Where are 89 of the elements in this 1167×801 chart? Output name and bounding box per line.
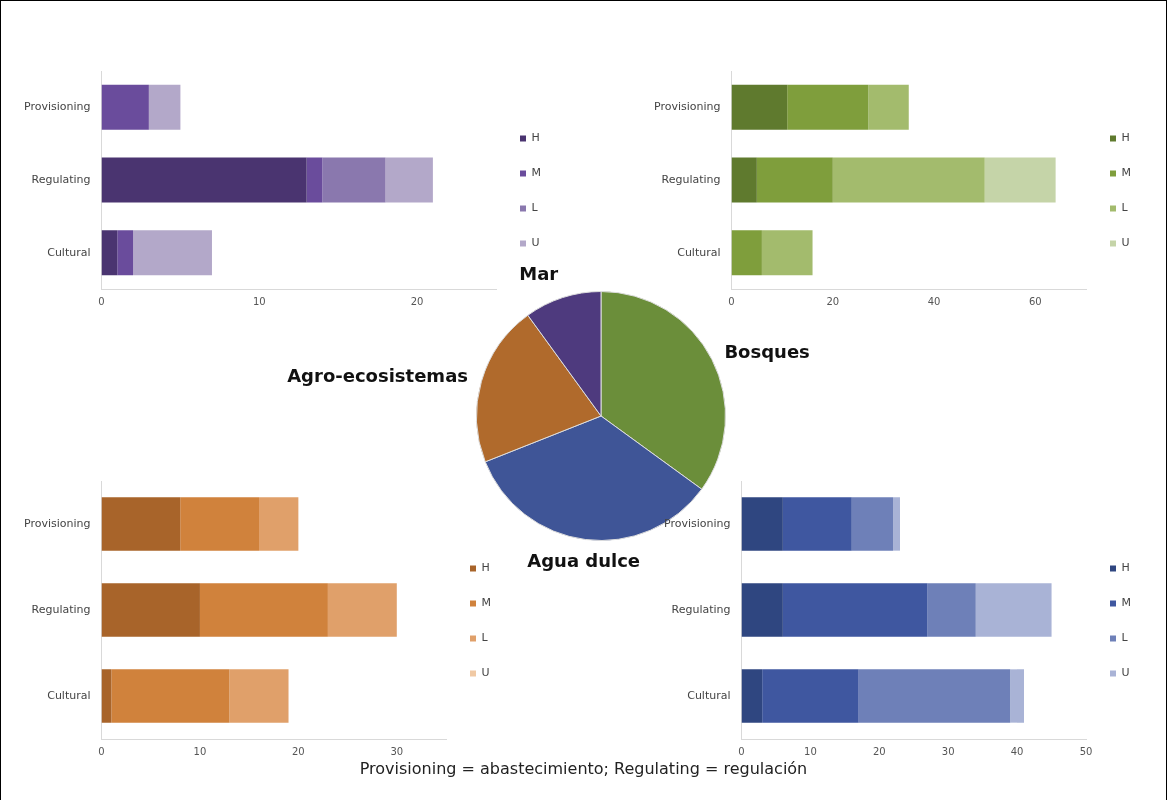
bar	[893, 497, 900, 551]
bar	[741, 669, 763, 723]
x-tick-label: 0	[738, 745, 745, 757]
bar	[101, 669, 112, 723]
x-tick-label: 30	[390, 745, 404, 757]
legend-label: H	[481, 561, 490, 575]
bar	[762, 669, 859, 723]
bar	[180, 497, 259, 551]
x-tick-label: 10	[804, 745, 817, 757]
bar	[199, 583, 328, 637]
legend-label: U	[1121, 666, 1130, 680]
legend-label: U	[481, 666, 490, 680]
bar	[1010, 669, 1024, 723]
legend-label: M	[481, 596, 492, 610]
legend-label: M	[531, 166, 542, 180]
x-tick-label: 60	[1029, 295, 1042, 307]
legend-label: H	[1121, 561, 1130, 575]
bar	[117, 230, 134, 276]
x-tick-label: 0	[728, 295, 735, 307]
x-tick-label: 30	[941, 745, 955, 757]
y-tick-label: Cultural	[687, 688, 731, 702]
legend-label: M	[1121, 596, 1132, 610]
bar	[322, 157, 386, 203]
bar	[133, 230, 212, 276]
bar	[782, 497, 852, 551]
slice-label: Agro-ecosistemas	[287, 365, 468, 387]
y-tick-label: Regulating	[661, 172, 721, 186]
bar	[782, 583, 928, 637]
x-tick-label: 20	[826, 295, 840, 307]
bar	[851, 497, 894, 551]
y-tick-label: Provisioning	[654, 100, 721, 114]
y-tick-label: Cultural	[47, 688, 91, 702]
bar	[787, 84, 869, 130]
slice-label: Bosques	[724, 340, 810, 362]
x-tick-label: 0	[98, 295, 105, 307]
bar	[327, 583, 397, 637]
legend-label: H	[531, 131, 540, 145]
legend-label: M	[1121, 166, 1132, 180]
bar	[101, 157, 307, 203]
bar	[868, 84, 909, 130]
legend-label: L	[531, 201, 539, 215]
legend-label: U	[531, 236, 540, 250]
legend-label: H	[1121, 131, 1130, 145]
bar	[101, 497, 181, 551]
x-tick-label: 50	[1079, 745, 1093, 757]
bar	[101, 230, 118, 276]
x-tick-label: 40	[927, 295, 941, 307]
bar	[306, 157, 323, 203]
y-tick-label: Provisioning	[664, 516, 731, 530]
text: Provisioning = abastecimiento; Regulating = regulación	[358, 759, 809, 778]
x-tick-label: 10	[193, 745, 207, 757]
bar	[756, 157, 833, 203]
y-tick-label: Cultural	[47, 245, 91, 259]
y-tick-label: Provisioning	[24, 100, 91, 114]
x-tick-label: 20	[410, 295, 424, 307]
slice-label: Agua dulce	[527, 550, 641, 572]
x-tick-label: 40	[1010, 745, 1024, 757]
bar	[385, 157, 433, 203]
y-tick-label: Regulating	[31, 602, 91, 616]
bar	[731, 84, 788, 130]
legend-label: L	[1121, 201, 1129, 215]
slice-label: Mar	[519, 262, 559, 284]
bar	[984, 157, 1056, 203]
bar	[832, 157, 985, 203]
bar	[148, 84, 181, 130]
bar	[101, 84, 149, 130]
bar	[858, 669, 1011, 723]
bar	[731, 157, 757, 203]
bar	[101, 583, 200, 637]
bar	[731, 230, 762, 276]
legend-label: L	[481, 631, 489, 645]
bar	[111, 669, 230, 723]
legend-label: U	[1121, 236, 1130, 250]
bar	[259, 497, 299, 551]
x-tick-label: 20	[292, 745, 305, 757]
bar	[741, 497, 783, 551]
y-tick-label: Provisioning	[24, 516, 91, 530]
bar	[761, 230, 813, 276]
bar	[229, 669, 289, 723]
x-tick-label: 20	[872, 745, 886, 757]
legend-label: L	[1121, 631, 1129, 645]
y-tick-label: Regulating	[31, 172, 91, 186]
bar	[975, 583, 1052, 637]
y-tick-label: Cultural	[677, 245, 721, 259]
bar	[741, 583, 783, 637]
x-tick-label: 0	[98, 745, 105, 757]
y-tick-label: Regulating	[671, 602, 731, 616]
x-tick-label: 10	[252, 295, 266, 307]
bar	[927, 583, 976, 637]
